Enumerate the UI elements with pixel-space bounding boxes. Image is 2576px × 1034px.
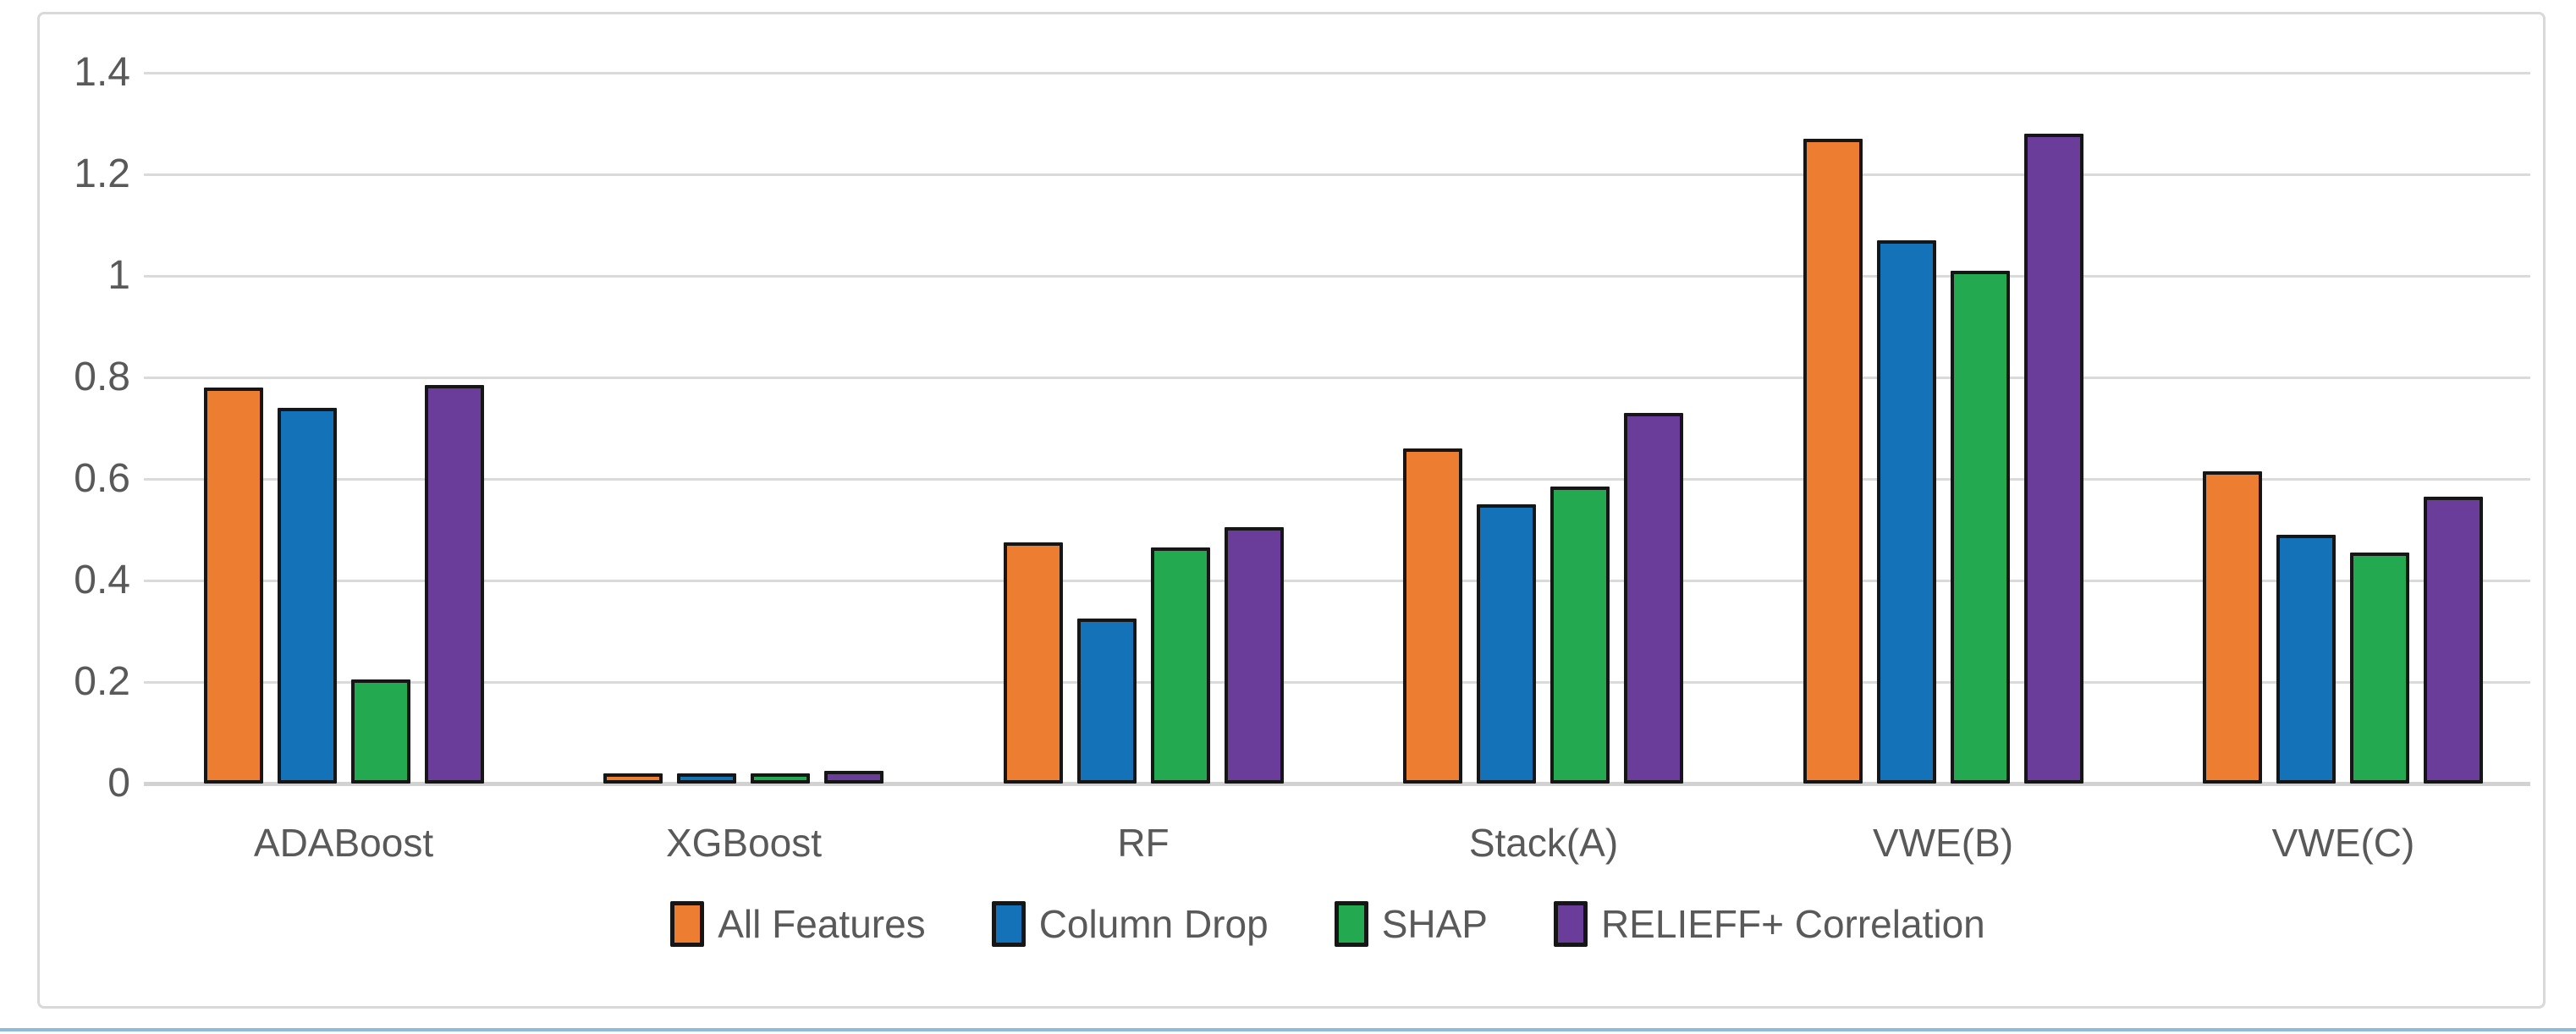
y-tick-label: 1.2 (74, 151, 130, 196)
bar-all-features-vwe-b (1803, 139, 1863, 784)
y-tick-label: 0.4 (74, 558, 130, 602)
y-tick-label: 0.6 (74, 456, 130, 501)
x-axis-line (144, 782, 2530, 786)
chart-frame: 0 0.2 0.4 0.6 0.8 1 1.2 1.4 ADABoost XGBoost RF St… (37, 12, 2546, 1009)
gridline (144, 275, 2530, 278)
legend-label: RELIEFF+ Correlation (1600, 902, 1985, 946)
legend-item: All Features (670, 901, 926, 947)
bar-shap-xgboost (751, 773, 810, 784)
legend-swatch-icon (991, 901, 1026, 947)
bar-shap-vwe-b (1951, 271, 2010, 784)
bar-column-drop-stack-a (1477, 504, 1536, 784)
legend: All Features Column Drop SHAP RELIEFF+ Corr… (40, 901, 2576, 947)
bar-relieff-correlation-stack-a (1624, 413, 1683, 784)
bar-column-drop-adaboost (278, 408, 337, 784)
gridline (144, 377, 2530, 379)
legend-label: Column Drop (1038, 902, 1269, 946)
bar-all-features-xgboost (603, 773, 663, 784)
bar-relieff-correlation-xgboost (824, 771, 883, 784)
legend-item: SHAP (1334, 901, 1488, 947)
bar-all-features-adaboost (204, 388, 263, 784)
bar-column-drop-vwe-c (2276, 535, 2336, 784)
x-category-label: Stack(A) (1468, 821, 1619, 865)
bar-relieff-correlation-adaboost (425, 385, 484, 784)
x-category-label: RF (1117, 821, 1170, 865)
bar-shap-vwe-c (2350, 553, 2409, 784)
legend-swatch-icon (670, 901, 705, 947)
y-tick-label: 0.2 (74, 659, 130, 704)
bar-shap-rf (1151, 547, 1210, 784)
y-tick-label: 1.4 (74, 50, 130, 95)
gridline (144, 580, 2530, 582)
bar-all-features-rf (1004, 542, 1063, 784)
legend-swatch-icon (1334, 901, 1368, 947)
y-tick-label: 0 (107, 761, 130, 806)
x-category-label: VWE(C) (2271, 821, 2415, 865)
bar-shap-adaboost (351, 679, 410, 784)
gridline (144, 72, 2530, 74)
legend-item: Column Drop (991, 901, 1269, 947)
bar-all-features-vwe-c (2203, 471, 2262, 784)
bar-shap-stack-a (1550, 487, 1610, 784)
bar-all-features-stack-a (1403, 448, 1462, 784)
gridline (144, 478, 2530, 481)
bar-relieff-correlation-vwe-c (2424, 497, 2483, 784)
bar-column-drop-xgboost (677, 773, 736, 784)
bottom-divider-line (0, 1028, 2576, 1031)
bar-relieff-correlation-rf (1225, 527, 1284, 784)
bar-column-drop-rf (1077, 619, 1137, 784)
legend-label: SHAP (1381, 902, 1488, 946)
gridline (144, 681, 2530, 684)
gridline (144, 173, 2530, 176)
x-category-label: XGBoost (665, 821, 823, 865)
y-tick-label: 1 (107, 253, 130, 298)
legend-item: RELIEFF+ Correlation (1553, 901, 1985, 947)
x-category-label: ADABoost (253, 821, 434, 865)
legend-swatch-icon (1553, 901, 1588, 947)
y-tick-label: 0.8 (74, 355, 130, 399)
bar-column-drop-vwe-b (1877, 240, 1936, 784)
bar-relieff-correlation-vwe-b (2024, 134, 2083, 784)
x-category-label: VWE(B) (1872, 821, 2014, 865)
legend-label: All Features (718, 902, 926, 946)
